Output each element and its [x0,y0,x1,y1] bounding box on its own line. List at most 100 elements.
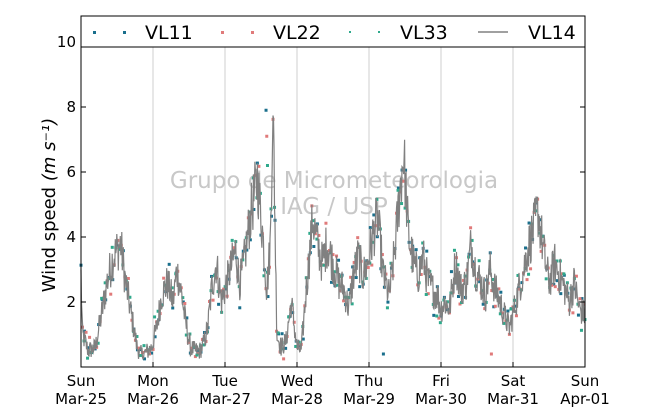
point-vl11 [354,276,358,280]
point-vl22 [539,249,543,253]
point-vl11 [524,246,528,250]
point-vl33 [153,315,157,319]
point-vl33 [424,293,428,297]
point-vl11 [167,262,171,266]
point-vl11 [432,313,436,317]
point-vl33 [265,164,269,167]
point-vl11 [245,248,249,252]
point-vl22 [88,335,92,339]
point-vl33 [537,231,541,235]
x-tick-day: Fri [432,372,450,390]
point-vl22 [571,311,575,315]
point-vl11 [171,306,175,310]
legend-entry-vl33: VL33 [349,22,448,44]
point-vl22 [356,236,360,240]
point-vl11 [414,248,418,252]
point-vl11 [264,108,268,112]
x-tick-day: Thu [354,372,383,390]
point-vl22 [222,287,226,291]
x-tick-day: Sun [571,372,600,390]
point-vl33 [195,353,199,357]
point-vl22 [426,292,430,296]
x-tick-day: Sat [501,372,526,390]
legend-label-vl22: VL22 [273,22,321,44]
point-vl33 [396,188,400,192]
x-tick-date: Mar-25 [55,390,107,408]
point-vl11 [404,168,408,172]
point-vl11 [86,346,90,350]
point-vl33 [541,234,545,238]
legend-label-vl11: VL11 [145,22,193,44]
point-vl33 [375,197,379,201]
point-vl11 [368,226,372,230]
y-axis-label-text: Wind speed [39,187,60,292]
point-vl22 [462,278,466,282]
y-axis-unit: (m s⁻¹) [39,118,60,181]
point-vl22 [437,316,441,320]
point-vl33 [385,306,389,310]
watermark-line-2: IAG / USP [280,194,388,220]
point-vl22 [317,233,321,237]
y-tick-label: 8 [66,98,76,116]
legend-entry-vl22: VL22 [221,22,321,44]
point-vl33 [579,328,583,332]
point-vl33 [562,272,566,276]
point-vl33 [403,206,407,210]
legend-marker-vl33 [349,31,351,33]
point-vl33 [184,333,188,337]
x-tick-date: Mar-31 [487,390,539,408]
point-vl22 [514,314,518,318]
point-vl22 [500,311,504,315]
point-vl11 [83,329,87,333]
point-vl11 [527,221,531,225]
point-vl33 [421,241,425,245]
legend-marker-vl11 [123,31,126,34]
point-vl22 [342,299,346,303]
axes-layer: 246810SunMar-25MonMar-26TueMar-27WedMar-… [55,33,610,408]
legend-label-vl14: VL14 [528,22,576,44]
point-vl33 [544,277,548,281]
point-vl11 [132,327,136,331]
point-vl33 [294,344,298,348]
point-vl22 [366,265,370,269]
point-vl33 [498,312,502,316]
point-vl22 [183,302,187,306]
point-vl11 [255,161,259,165]
point-vl11 [248,238,252,242]
point-vl33 [333,270,337,274]
x-tick-day: Mon [137,372,169,390]
point-vl22 [419,272,423,276]
x-tick-date: Mar-30 [415,390,467,408]
point-vl22 [282,357,286,361]
point-vl33 [470,238,474,242]
point-vl22 [409,248,413,252]
point-vl11 [301,337,305,341]
point-vl11 [266,295,270,299]
point-vl22 [458,302,462,306]
y-tick-label: 4 [66,228,76,246]
legend-marker-vl33 [378,31,380,33]
point-vl22 [253,173,257,177]
point-vl33 [202,343,206,347]
point-vl33 [135,334,139,338]
point-vl33 [156,309,160,313]
point-vl33 [509,307,513,311]
point-vl33 [117,247,121,251]
grid-lines [152,16,514,367]
point-vl11 [492,305,496,309]
point-vl33 [350,302,354,306]
point-vl22 [211,298,215,302]
point-vl33 [100,296,104,300]
point-vl22 [162,276,166,280]
point-vl22 [331,253,335,257]
point-vl11 [238,306,242,310]
point-vl11 [280,332,284,336]
legend-marker-vl11 [93,31,96,34]
point-vl33 [103,281,107,285]
point-vl11 [580,297,584,301]
point-vl33 [435,314,439,318]
point-vl33 [262,274,266,278]
point-vl33 [336,283,340,287]
point-vl33 [241,258,245,262]
point-vl22 [402,179,406,183]
